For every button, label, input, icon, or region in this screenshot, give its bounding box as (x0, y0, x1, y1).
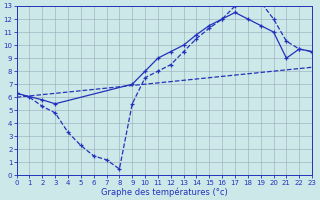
X-axis label: Graphe des températures (°c): Graphe des températures (°c) (101, 187, 228, 197)
